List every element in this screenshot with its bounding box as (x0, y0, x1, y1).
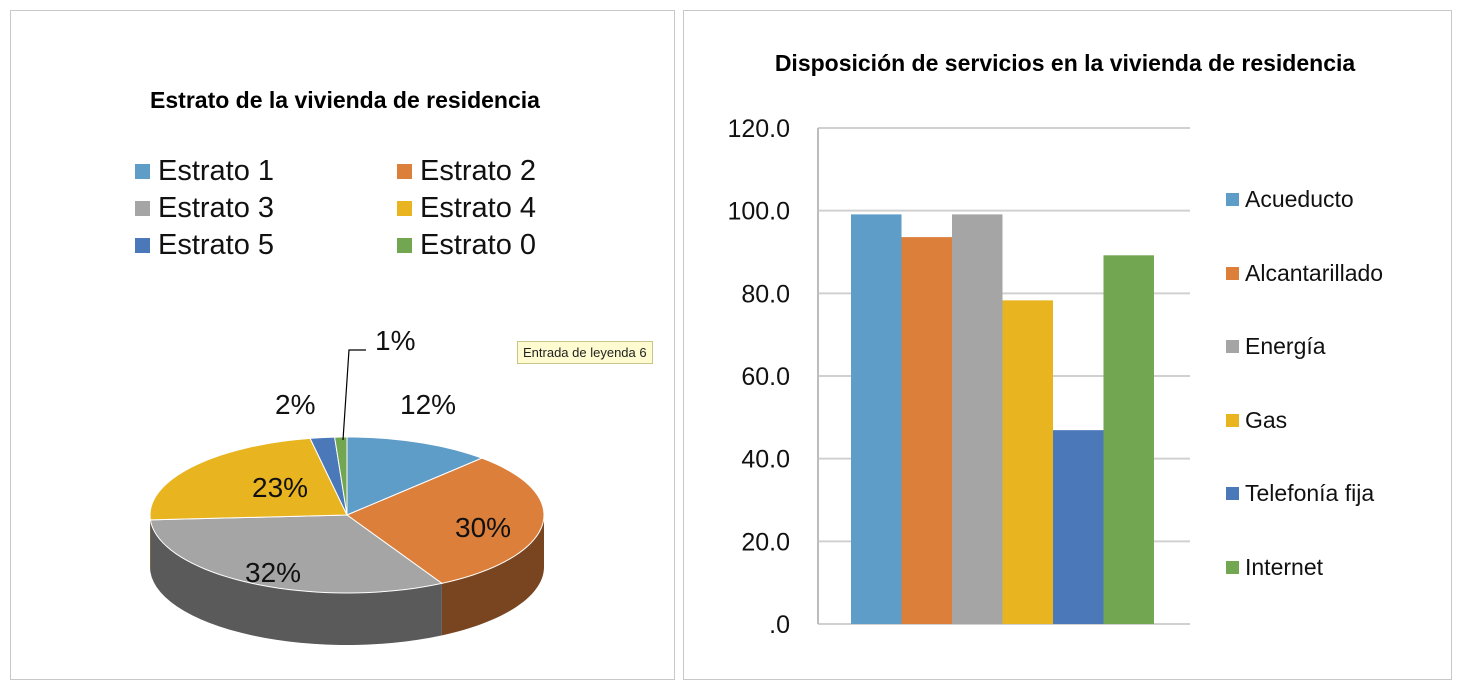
bar-acueducto[interactable] (851, 214, 902, 625)
bar-title: Disposición de servicios en la vivienda … (774, 50, 1356, 76)
bar-legend-item[interactable]: Alcantarillado (1226, 260, 1383, 287)
pie-data-label: 32% (245, 557, 301, 588)
bar-legend-item[interactable]: Acueducto (1226, 186, 1354, 213)
pie-slice-estrato-5[interactable] (309, 436, 348, 516)
legend-label: Estrato 2 (420, 155, 537, 187)
bar-internet[interactable] (1103, 255, 1155, 624)
y-tick-label: 120.0 (727, 115, 790, 143)
pie-legend-item[interactable]: Estrato 0 (397, 229, 536, 262)
bar-legend-item[interactable]: Telefonía fija (1226, 480, 1374, 507)
legend-swatch (1226, 340, 1239, 353)
legend-label: Estrato 0 (420, 229, 537, 261)
legend-swatch (397, 164, 412, 179)
bar-alcantarillado[interactable] (901, 237, 953, 624)
pie-legend-item[interactable]: Estrato 2 (397, 155, 536, 188)
y-tick-label: .0 (769, 611, 790, 639)
legend-label: Internet (1245, 553, 1323, 580)
legend-label: Telefonía fija (1245, 480, 1375, 506)
legend-label: Estrato 1 (158, 155, 275, 187)
pie-data-label: 23% (252, 472, 308, 503)
bar-legend-item[interactable]: Internet (1226, 554, 1323, 581)
pie-legend-item[interactable]: Estrato 3 (135, 192, 274, 225)
legend-swatch (397, 238, 412, 253)
pie-title: Estrato de la vivienda de residencia (150, 87, 540, 113)
legend-swatch (397, 201, 412, 216)
bar-legend-item[interactable]: Gas (1226, 407, 1287, 434)
legend-swatch (135, 201, 150, 216)
bar-legend-item[interactable]: Energía (1226, 333, 1326, 360)
pie-legend-item[interactable]: Estrato 5 (135, 229, 274, 262)
legend-swatch (135, 238, 150, 253)
legend-swatch (1226, 560, 1239, 574)
leader-line (342, 349, 366, 441)
legend-label: Acueducto (1245, 186, 1354, 212)
y-tick-label: 60.0 (741, 363, 790, 391)
pie-legend-item[interactable]: Estrato 1 (135, 155, 274, 188)
y-tick-label: 40.0 (741, 446, 790, 474)
legend-label: Estrato 3 (158, 192, 275, 224)
pie-slice-estrato-1[interactable] (346, 436, 484, 516)
pie-slice-estrato-2[interactable] (345, 457, 545, 584)
pie-data-label: 30% (455, 512, 511, 543)
bar-gas[interactable] (1002, 300, 1054, 624)
legend-label: Energía (1245, 333, 1326, 359)
pie-slice-estrato-4[interactable] (149, 437, 348, 521)
bar-telefonía-fija[interactable] (1053, 430, 1104, 624)
pie-legend-item[interactable]: Estrato 4 (397, 192, 536, 225)
legend-swatch (135, 164, 150, 179)
legend-tooltip: Entrada de leyenda 6 (517, 341, 653, 364)
legend-label: Estrato 5 (158, 229, 275, 261)
pie-data-label: 1% (375, 325, 415, 356)
y-tick-label: 80.0 (741, 280, 790, 308)
pie-data-label: 12% (400, 389, 456, 420)
legend-swatch (1226, 193, 1239, 206)
legend-swatch (1226, 413, 1239, 427)
legend-label: Alcantarillado (1245, 259, 1384, 286)
pie-side-2 (150, 519, 442, 645)
legend-swatch (1226, 266, 1239, 280)
y-tick-label: 100.0 (727, 198, 790, 226)
pie-slice-estrato-0[interactable] (334, 436, 348, 516)
pie-data-label: 2% (275, 389, 315, 420)
legend-label: Estrato 4 (420, 192, 537, 224)
bar-energía[interactable] (952, 214, 1003, 625)
y-tick-label: 20.0 (741, 528, 790, 556)
legend-swatch (1226, 487, 1239, 500)
pie-slice-estrato-3[interactable] (149, 514, 444, 594)
legend-label: Gas (1245, 406, 1288, 433)
pie-side-1 (441, 515, 544, 636)
